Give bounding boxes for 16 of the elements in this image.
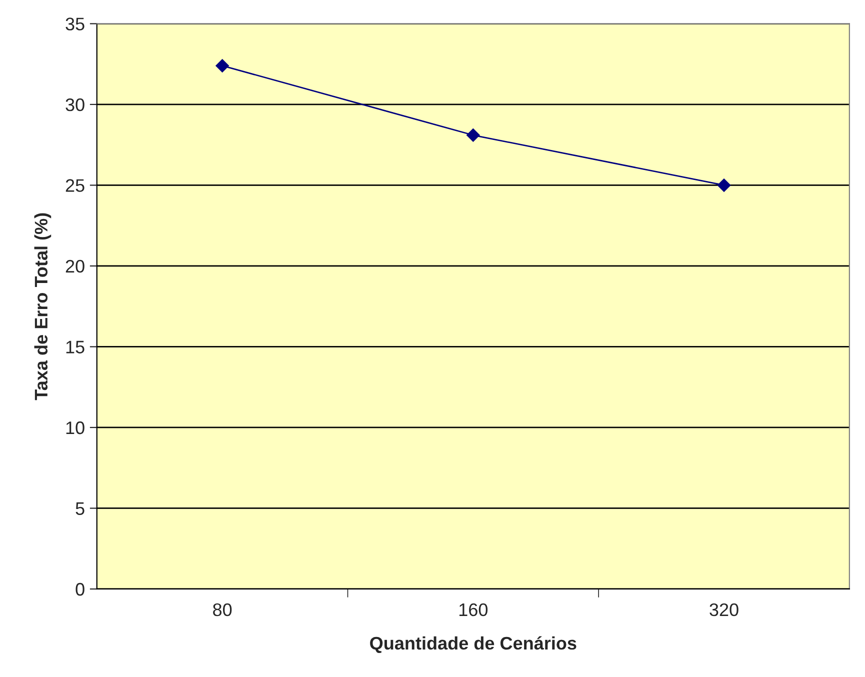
x-axis-title: Quantidade de Cenários: [370, 636, 576, 654]
y-tick-label: 0: [76, 582, 84, 596]
point: [216, 59, 229, 72]
x-tick-label: 320: [710, 603, 738, 616]
y-axis-title: Taxa de Erro Total (%): [34, 213, 52, 400]
y-tick-label: 25: [66, 179, 84, 192]
y-tick-label: 10: [66, 421, 84, 434]
y-tick-label: 35: [66, 18, 84, 30]
y-tick-label: 5: [76, 502, 84, 515]
x-tick-label: 80: [213, 603, 232, 616]
y-tick-label: 20: [66, 260, 84, 273]
x-tick-label: 160: [459, 603, 488, 616]
y-tick-label: 30: [66, 98, 84, 112]
y-tick-label: 15: [66, 340, 84, 354]
point: [717, 178, 731, 192]
point: [466, 128, 480, 142]
